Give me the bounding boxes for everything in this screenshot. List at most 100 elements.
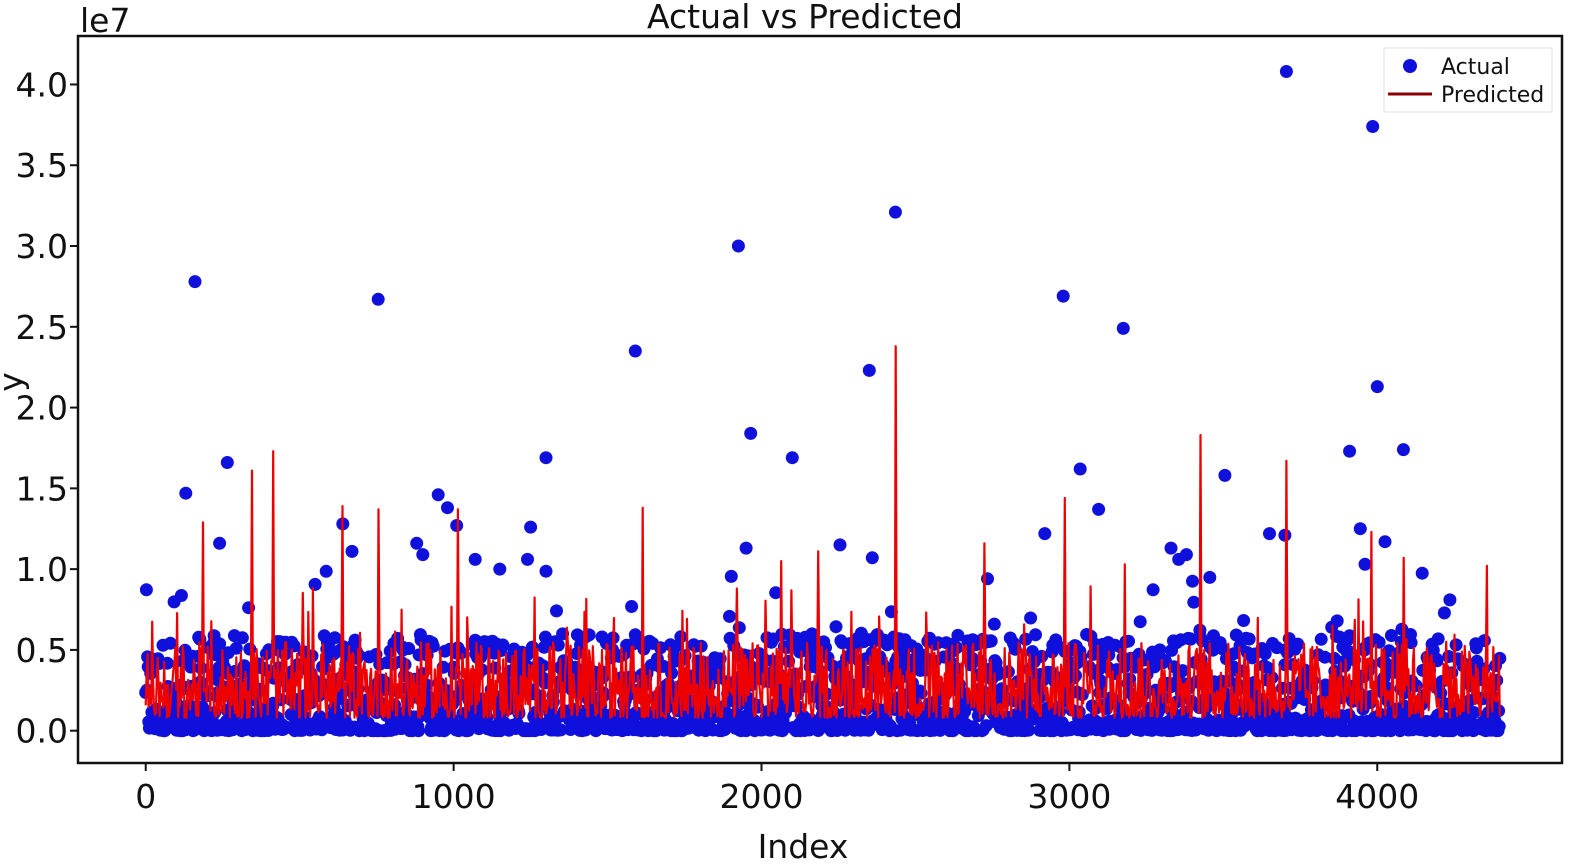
actual-point	[1467, 706, 1481, 719]
actual-point	[345, 544, 359, 558]
actual-point	[431, 488, 445, 502]
actual-point	[723, 609, 736, 623]
actual-point	[1237, 614, 1251, 627]
y-tick-label: 2.5	[16, 308, 68, 347]
legend-predicted-label: Predicted	[1441, 83, 1544, 108]
actual-point	[139, 583, 153, 597]
actual-point	[1035, 649, 1049, 663]
y-tick-label: 2.0	[16, 389, 68, 428]
actual-point	[468, 552, 482, 566]
actual-point	[1258, 647, 1272, 661]
actual-point	[174, 589, 188, 602]
y-tick-label: 1.0	[16, 550, 68, 589]
actual-point	[1343, 629, 1357, 643]
actual-point	[1179, 548, 1193, 562]
actual-point	[785, 451, 799, 465]
actual-point	[229, 641, 243, 655]
actual-point	[319, 564, 333, 578]
x-axis-ticks: 0 1000 2000 3000 4000	[135, 763, 1419, 816]
actual-point	[179, 486, 193, 500]
actual-point	[1396, 443, 1410, 457]
actual-point	[1370, 380, 1384, 394]
actual-point	[1038, 527, 1052, 541]
actual-point	[220, 456, 234, 469]
actual-point	[1279, 65, 1293, 78]
actual-point	[1186, 574, 1199, 588]
y-tick-label: 3.5	[16, 146, 68, 185]
actual-point	[1157, 691, 1171, 705]
actual-point	[724, 569, 738, 583]
actual-point	[1384, 629, 1398, 642]
actual-point	[521, 552, 534, 566]
actual-point	[163, 636, 177, 650]
y-tick-label: 0.5	[16, 631, 68, 670]
actual-point	[402, 642, 416, 655]
actual-point	[1261, 661, 1275, 675]
actual-point	[1203, 570, 1217, 584]
actual-point	[441, 501, 454, 515]
chart-title: Actual vs Predicted	[647, 0, 963, 36]
actual-point	[554, 723, 568, 737]
actual-point	[1029, 628, 1042, 642]
actual-point	[328, 631, 342, 645]
actual-point	[416, 548, 430, 562]
actual-point	[1372, 635, 1386, 649]
actual-point	[1019, 632, 1033, 646]
actual-point	[628, 344, 642, 358]
actual-point	[1184, 632, 1198, 646]
actual-point	[1314, 632, 1328, 646]
actual-point	[496, 638, 510, 652]
actual-point	[1353, 522, 1367, 536]
actual-point	[550, 604, 563, 618]
actual-point	[1437, 606, 1451, 620]
actual-point	[669, 639, 683, 653]
actual-point	[1229, 628, 1243, 642]
predicted-line	[144, 345, 1501, 719]
actual-point	[981, 572, 994, 586]
actual-point	[732, 621, 746, 635]
actual-point	[1291, 637, 1305, 651]
actual-point	[1022, 723, 1036, 737]
actual-point	[213, 536, 227, 550]
actual-point	[1415, 566, 1429, 580]
x-tick-label: 4000	[1335, 777, 1419, 816]
actual-point	[188, 275, 202, 289]
actual-point	[1263, 527, 1276, 541]
actual-point	[1242, 632, 1256, 646]
y-tick-label: 1.5	[16, 469, 68, 508]
actual-point	[731, 239, 745, 253]
actual-point	[1343, 444, 1357, 458]
y-offset-text: le7	[80, 1, 130, 40]
x-tick-label: 1000	[412, 777, 496, 816]
actual-point	[1366, 120, 1380, 133]
x-tick-label: 2000	[720, 777, 804, 816]
actual-point	[493, 562, 507, 576]
actual-point	[888, 205, 902, 219]
actual-point	[987, 617, 1001, 631]
actual-point	[1492, 704, 1506, 718]
y-axis-ticks: 0.0 0.5 1.0 1.5 2.0 2.5 3.0 3.5 4.0	[16, 65, 78, 751]
x-tick-label: 3000	[1027, 777, 1111, 816]
y-tick-label: 4.0	[16, 65, 68, 104]
actual-point	[862, 363, 876, 377]
actual-point	[984, 634, 998, 648]
actual-point	[1492, 719, 1506, 733]
actual-point	[1216, 642, 1230, 656]
actual-point	[348, 633, 362, 647]
legend-actual-label: Actual	[1441, 55, 1510, 80]
y-tick-label: 3.0	[16, 227, 68, 266]
actual-point	[1218, 468, 1232, 482]
legend: Actual Predicted	[1383, 47, 1553, 113]
x-axis-label: Index	[758, 827, 849, 866]
actual-point	[308, 577, 322, 591]
actual-point	[1378, 535, 1392, 549]
actual-point	[539, 451, 553, 465]
actual-point	[674, 630, 688, 644]
actual-point	[539, 564, 553, 578]
plot-frame	[76, 34, 1564, 765]
plot-marks	[139, 65, 1507, 738]
actual-point	[829, 620, 843, 634]
y-axis-label: y	[0, 372, 30, 392]
actual-point	[160, 656, 174, 670]
actual-point	[1187, 595, 1201, 609]
